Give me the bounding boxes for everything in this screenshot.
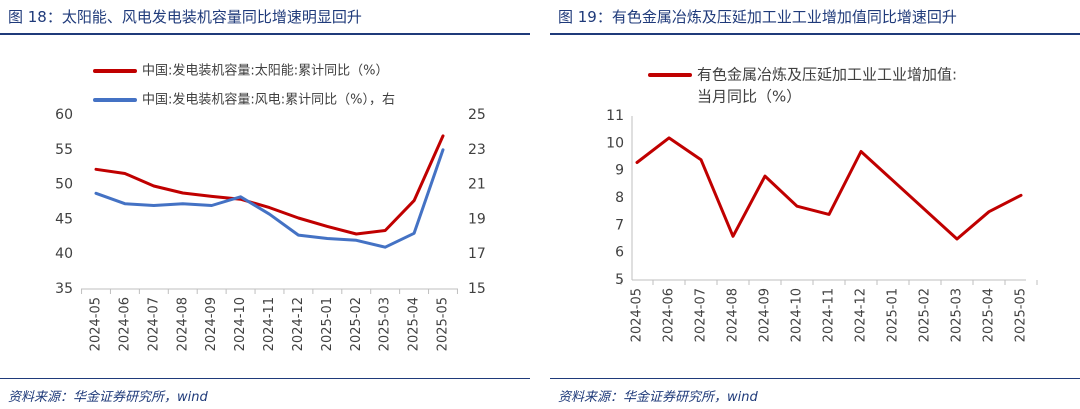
left-y2-tick-label: 15 <box>468 281 486 297</box>
left-y-tick-label: 60 <box>55 107 73 123</box>
right-chart-panel: 图 19：有色金属冶炼及压延加工业工业增加值同比增速回升 2024-05 2024… <box>550 0 1080 409</box>
left-x-tick-label: 2025-05 <box>436 297 451 351</box>
left-y2-tick-label: 17 <box>468 246 486 262</box>
right-series-1-line <box>635 136 1023 241</box>
right-x-tick-label: 2024-09 <box>758 288 773 342</box>
left-y-tick-label: 55 <box>55 142 73 158</box>
left-y2-tick-label: 23 <box>468 142 486 158</box>
right-x-tick-label: 2025-01 <box>886 288 901 342</box>
left-source-rule <box>0 378 530 379</box>
right-source-rule <box>550 378 1080 379</box>
right-y-tick-label: 11 <box>606 108 624 124</box>
left-x-tick-label: 2024-08 <box>175 297 190 351</box>
left-x-tick-label: 2025-02 <box>349 297 364 351</box>
left-x-tick-label: 2024-11 <box>262 297 277 351</box>
right-y-tick-label: 7 <box>615 217 624 233</box>
left-legend-label-1: 中国:发电装机容量:太阳能:累计同比（%） <box>142 63 389 79</box>
left-x-tick-label: 2024-09 <box>204 297 219 351</box>
right-y-tick-label: 8 <box>615 190 624 206</box>
left-x-tick-label: 2025-04 <box>407 297 422 351</box>
left-chart-svg: 2024-05 2024-06 2024-07 2024-08 2024-09 2024-… <box>55 63 486 352</box>
right-x-tick-label: 2025-02 <box>918 288 933 342</box>
left-x-tick-label: 2025-01 <box>320 297 335 351</box>
right-figure-title: 图 19：有色金属冶炼及压延加工业工业增加值同比增速回升 <box>558 8 957 26</box>
left-chart-panel: 图 18：太阳能、风电发电装机容量同比增速明显回升 2024-05 2024-06… <box>0 0 530 409</box>
left-y-tick-label: 35 <box>55 281 73 297</box>
left-x-tick-label: 2024-10 <box>233 297 248 351</box>
right-x-tick-label: 2024-05 <box>630 288 645 342</box>
left-y2-tick-label: 19 <box>468 211 486 227</box>
right-source-note: 资料来源：华金证券研究所，wind <box>558 390 758 405</box>
right-chart-svg: 2024-05 2024-06 2024-07 2024-08 2024-09 2024-… <box>606 66 1038 342</box>
right-x-tick-label: 2024-10 <box>790 288 805 342</box>
left-source-note: 资料来源：华金证券研究所，wind <box>8 390 208 405</box>
left-series-2-line <box>94 148 445 249</box>
right-x-tick-label: 2024-07 <box>694 288 709 342</box>
left-x-tick-label: 2025-03 <box>378 297 393 351</box>
left-x-tick-label: 2024-05 <box>89 297 104 351</box>
right-x-tick-label: 2024-06 <box>662 288 677 342</box>
left-legend-label-2: 中国:发电装机容量:风电:累计同比（%），右 <box>142 92 395 108</box>
right-y-tick-label: 9 <box>615 163 624 179</box>
left-figure-title: 图 18：太阳能、风电发电装机容量同比增速明显回升 <box>8 8 362 26</box>
left-y2-tick-label: 25 <box>468 107 486 123</box>
right-title-rule <box>550 33 1080 35</box>
right-y-tick-label: 5 <box>615 272 624 288</box>
right-x-tick-label: 2025-05 <box>1014 288 1029 342</box>
right-x-tick-label: 2024-12 <box>854 288 869 342</box>
left-y-tick-label: 50 <box>55 177 73 193</box>
left-x-tick-label: 2024-12 <box>291 297 306 351</box>
left-y-tick-label: 45 <box>55 211 73 227</box>
left-title-rule <box>0 33 530 35</box>
right-x-tick-label: 2025-03 <box>950 288 965 342</box>
left-x-tick-label: 2024-06 <box>117 297 132 351</box>
right-legend-label-1: 当月同比（%） <box>697 88 801 106</box>
left-series-1-line <box>94 134 445 236</box>
right-x-tick-label: 2024-11 <box>822 288 837 342</box>
left-y-tick-label: 40 <box>55 246 73 262</box>
right-x-tick-label: 2025-04 <box>982 288 997 342</box>
right-y-tick-label: 10 <box>606 135 624 151</box>
left-y2-tick-label: 21 <box>468 177 486 193</box>
right-y-tick-label: 6 <box>615 245 624 261</box>
right-x-tick-label: 2024-08 <box>726 288 741 342</box>
right-legend-label-1: 有色金属冶炼及压延加工业工业增加值: <box>697 66 957 84</box>
left-x-tick-label: 2024-07 <box>146 297 161 351</box>
